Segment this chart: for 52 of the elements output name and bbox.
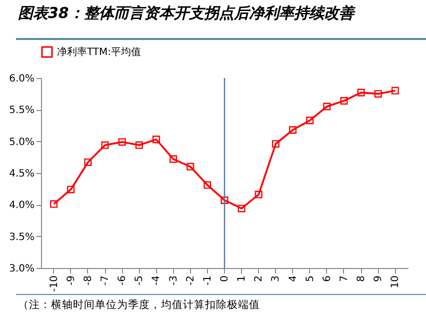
point [67, 186, 75, 194]
point [340, 97, 348, 105]
x-tick-label: 9 [373, 276, 384, 282]
point [135, 141, 143, 149]
x-tick-label: 7 [338, 276, 350, 282]
point [272, 140, 280, 148]
point [306, 116, 314, 124]
point [220, 196, 228, 204]
point [323, 102, 331, 110]
x-tick-label: -3 [168, 276, 180, 286]
chart-title: 图表38：整体而言资本开支拐点后净利率持续改善 [16, 0, 426, 40]
y-tick-label: 5.0% [9, 136, 34, 148]
y-tick-label: 3.5% [9, 232, 34, 243]
x-tick-label: 3 [270, 276, 282, 282]
point [374, 90, 382, 98]
x-tick-label: 8 [356, 276, 368, 282]
x-tick-label: -8 [82, 276, 94, 286]
x-tick-label: -10 [48, 276, 60, 292]
x-tick-label: 4 [288, 276, 299, 282]
x-tick-label: -2 [185, 276, 196, 286]
text: （注：横轴时间单位为季度，均值计算扣除极端值 [16, 294, 426, 312]
x-tick-label: 2 [254, 276, 265, 282]
point [101, 141, 109, 149]
point [289, 126, 297, 134]
point [118, 138, 126, 146]
x-tick-label: 0 [220, 276, 230, 282]
x-tick-label: -1 [202, 276, 214, 286]
x-tick-label: 6 [322, 276, 333, 282]
x-tick-label: -6 [117, 276, 128, 286]
point [357, 88, 365, 96]
x-tick-label: -4 [151, 276, 162, 286]
point [84, 158, 92, 166]
x-tick-label: -7 [100, 276, 112, 286]
point [50, 200, 58, 208]
y-tick-label: 3.0% [9, 264, 34, 274]
point [170, 155, 178, 163]
y-tick-label: 4.5% [9, 168, 34, 180]
x-tick-label: 1 [236, 276, 248, 282]
point [186, 162, 194, 170]
point [238, 204, 246, 212]
legend-label: 净利率TTM:平均值 [57, 46, 142, 58]
x-tick-label: 10 [390, 276, 402, 288]
point [254, 190, 262, 198]
y-tick-label: 5.5% [9, 105, 34, 116]
point [391, 86, 399, 94]
point [204, 181, 212, 189]
x-tick-label: -9 [66, 276, 77, 286]
y-tick-label: 6.0% [9, 74, 34, 84]
point [152, 136, 160, 144]
y-tick-label: 4.0% [9, 200, 34, 212]
x-tick-label: -5 [134, 276, 146, 286]
x-tick-label: 5 [304, 276, 316, 282]
